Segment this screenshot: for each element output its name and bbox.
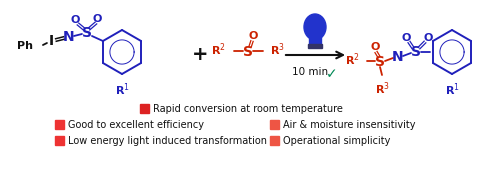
Text: R$^3$: R$^3$	[270, 42, 285, 58]
Text: O: O	[92, 14, 102, 24]
Bar	[270, 120, 279, 129]
Text: Ph: Ph	[17, 41, 33, 51]
Text: S: S	[243, 45, 253, 59]
Bar	[55, 120, 64, 129]
Text: O: O	[424, 33, 432, 43]
Text: S: S	[82, 26, 92, 40]
Text: R$^3$: R$^3$	[374, 80, 390, 97]
Text: O: O	[248, 31, 258, 41]
Text: N: N	[63, 30, 75, 44]
Ellipse shape	[304, 14, 326, 40]
Bar	[55, 135, 64, 144]
Text: S: S	[411, 45, 421, 59]
Text: ✓: ✓	[326, 67, 338, 81]
Text: +: +	[192, 45, 208, 65]
Text: O: O	[70, 15, 80, 25]
Text: R$^2$: R$^2$	[345, 52, 360, 68]
Text: Rapid conversion at room temperature: Rapid conversion at room temperature	[153, 104, 343, 114]
Text: Air & moisture insensitivity: Air & moisture insensitivity	[283, 120, 416, 130]
Text: O: O	[402, 33, 410, 43]
Text: Low energy light induced transformation: Low energy light induced transformation	[68, 136, 267, 146]
Bar	[270, 135, 279, 144]
Text: Good to excellent efficiency: Good to excellent efficiency	[68, 120, 204, 130]
Text: R$^2$: R$^2$	[211, 42, 226, 58]
Text: R$^1$: R$^1$	[114, 81, 130, 98]
Text: O: O	[370, 42, 380, 52]
Text: 10 min: 10 min	[292, 67, 328, 77]
Bar	[140, 103, 149, 112]
Bar	[308, 44, 322, 48]
FancyBboxPatch shape	[309, 37, 321, 45]
Text: R$^1$: R$^1$	[444, 81, 460, 98]
Text: S: S	[375, 55, 385, 69]
Text: Operational simplicity: Operational simplicity	[283, 136, 391, 146]
Text: I: I	[48, 34, 54, 48]
Text: N: N	[392, 50, 404, 64]
